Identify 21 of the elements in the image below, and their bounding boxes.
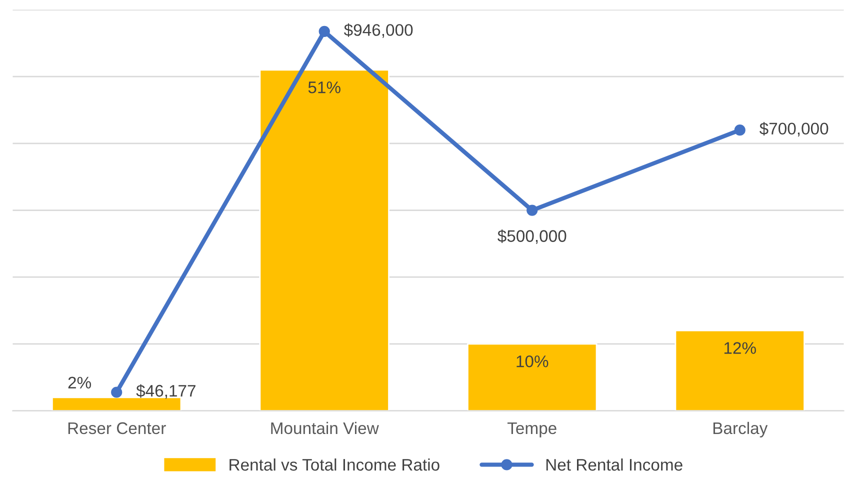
data-label: $946,000 (344, 23, 413, 38)
point (526, 204, 538, 216)
legend-label: Rental vs Total Income Ratio (230, 458, 440, 471)
data-label: $700,000 (760, 122, 828, 137)
legend-label: Net Rental Income (546, 458, 682, 471)
data-label: 51% (308, 82, 340, 94)
data-label: $46,177 (136, 384, 196, 399)
x-tick-label: Barclay (713, 422, 768, 438)
data-label: 12% (724, 342, 756, 354)
data-label: 2% (68, 376, 92, 388)
x-tick-label: Reser Center (68, 422, 166, 434)
bar (467, 343, 598, 411)
bar (259, 69, 390, 411)
point (318, 26, 330, 37)
x-tick-label: Tempe (507, 422, 556, 438)
point (734, 124, 746, 136)
bar (674, 330, 805, 411)
data-label: 10% (516, 355, 548, 368)
data-label: $500,000 (498, 229, 566, 244)
x-tick-label: Mountain View (271, 422, 379, 434)
point (111, 386, 122, 398)
